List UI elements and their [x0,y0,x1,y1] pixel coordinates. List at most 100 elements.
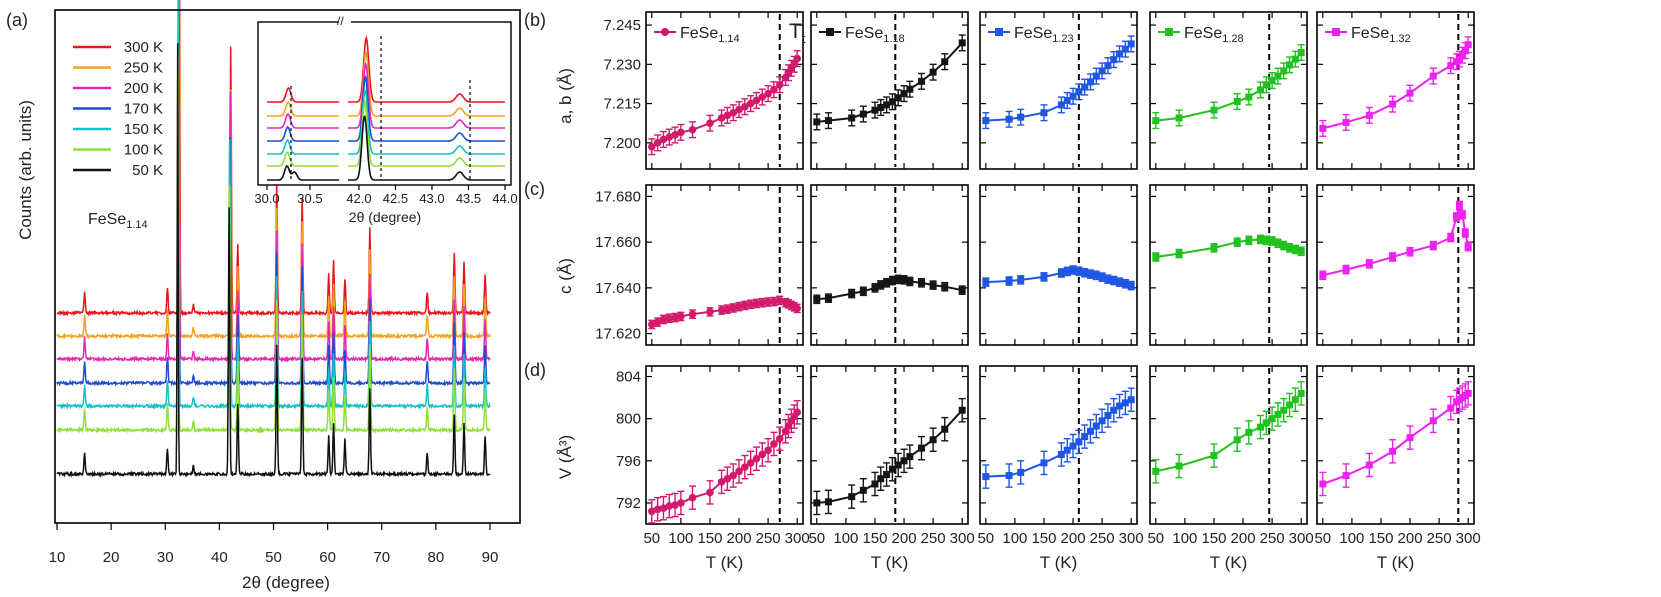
data-point [1121,45,1129,53]
data-point [883,101,891,109]
plot-frame [810,365,969,525]
plot-frame [1149,365,1308,525]
data-point [688,310,697,318]
y-axis-label-v: V (Å³) [556,435,575,479]
x-axis-label: T (K) [706,553,743,572]
data-point [1152,253,1160,261]
xrd-x-tick-label: 20 [103,549,120,566]
y-axis-label-c: c (Å) [556,258,575,294]
data-point [1233,238,1241,246]
data-point [906,453,914,461]
inset-x-axis-label: 2θ (degree) [349,209,421,225]
lattice-plot-132-c [1316,184,1475,346]
x-tick-label: 100 [668,530,693,547]
lattice-plot-118-V: 50 100 150 200 250 300 T (K) [808,365,975,572]
data-point [793,408,801,417]
x-tick-label: 50 [643,530,660,547]
data-point [665,502,674,510]
data-point [1297,49,1305,57]
inset-curve-right [348,61,505,129]
inset-frame [257,21,512,186]
x-axis-label: T (K) [871,553,908,572]
data-point [1262,81,1270,89]
data-point [888,465,896,473]
data-point [1256,235,1264,243]
data-point [723,474,732,483]
xrd-x-tick-label: 80 [428,549,445,566]
series-legend-label: FeSe1.14 [680,25,740,45]
data-point [1175,114,1183,122]
data-point [723,111,732,120]
data-point [1086,78,1094,86]
plot-frame [979,365,1138,525]
x-axis-label: T (K) [1210,553,1247,572]
data-point [1017,276,1025,284]
series-legend-label: FeSe1.28 [1184,25,1244,45]
data-point [1017,468,1025,476]
x-axis-label: T (K) [1040,553,1077,572]
inset-curve-right [348,35,505,103]
data-point [1447,404,1455,412]
data-point [1098,67,1106,75]
data-point [906,277,914,285]
data-point [1233,436,1241,444]
data-point [653,318,662,326]
inset-x-tick-label: 30.0 [254,191,279,206]
data-point [1017,113,1025,121]
y-tick-label: 17.620 [595,326,641,343]
data-point [958,286,966,294]
series-legend-base: FeSe [845,25,883,42]
inset-curve-left [267,151,340,167]
lattice-plot-128-ab: FeSe1.28 [1149,11,1308,170]
data-point [741,301,749,310]
data-point [1297,389,1305,397]
data-point [729,471,738,480]
data-point [1461,47,1469,55]
y-tick-label: 804 [616,369,641,386]
inset-x-tick-label: 42.0 [346,191,371,206]
data-point [1040,273,1048,281]
inset-curve-right [348,99,505,167]
data-point [1406,434,1414,442]
data-point [764,446,772,455]
data-point [665,133,674,141]
data-point [900,457,908,465]
series-line [1322,44,1470,130]
data-point [1069,92,1077,100]
data-point [1455,202,1463,210]
data-point [1152,117,1160,125]
x-tick-label: 150 [862,530,887,547]
data-point [1081,269,1089,277]
data-point [1286,401,1294,409]
data-point [1110,406,1118,414]
data-point [883,279,891,287]
inset-curve-left [267,138,340,155]
data-point [659,315,668,324]
data-point [1365,260,1373,268]
x-tick-label: 300 [1456,530,1481,547]
data-point [1268,237,1276,245]
inset-x-tick-label: 30.5 [297,191,322,206]
xrd-x-tick-label: 10 [49,549,66,566]
inset-x-tick-label: 44.0 [492,191,517,206]
y-tick-label: 17.660 [595,234,641,251]
plot-frame [1316,365,1475,525]
x-tick-label: 300 [950,530,975,547]
data-point [746,459,755,467]
data-point [859,486,867,494]
x-tick-label: 50 [808,530,825,547]
plot-frame [1316,184,1475,346]
inset-curve-left [267,113,340,129]
plot-frame [1149,11,1308,170]
data-point [1098,417,1106,425]
data-point [677,499,685,507]
data-point [982,473,990,481]
data-point [1319,480,1327,488]
data-point [1280,242,1288,250]
data-point [859,110,867,118]
data-point [1319,271,1327,279]
legend-label-100k: 100 K [124,142,163,159]
data-point [1175,462,1183,470]
legend-label-250k: 250 K [124,60,163,77]
